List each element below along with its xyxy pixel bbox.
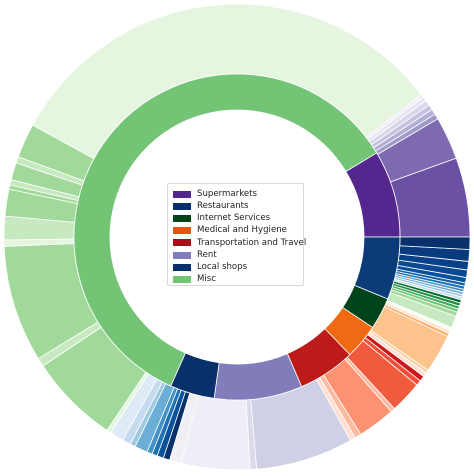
legend-label: Internet Services xyxy=(197,213,271,224)
legend-item-local-shops: Local shops xyxy=(173,261,303,273)
legend-item-restaurants: Restaurants xyxy=(173,200,303,212)
legend-label: Rent xyxy=(197,249,217,260)
inner-ring xyxy=(73,73,401,401)
outer-ring xyxy=(3,3,471,471)
legend-label: Restaurants xyxy=(197,200,249,211)
legend-swatch xyxy=(173,227,191,235)
legend-item-misc: Misc xyxy=(173,273,303,285)
legend-swatch xyxy=(173,263,191,271)
legend-label: Local shops xyxy=(197,261,248,272)
legend-item-internet-services: Internet Services xyxy=(173,212,303,224)
legend-item-medical-and-hygiene: Medical and Hygiene xyxy=(173,225,303,237)
inner-slice-misc xyxy=(73,73,378,387)
legend-label: Transportation and Travel xyxy=(197,237,307,248)
legend-label: Misc xyxy=(197,274,217,285)
legend-swatch xyxy=(173,275,191,283)
legend-label: Medical and Hygiene xyxy=(197,225,287,236)
legend-swatch xyxy=(173,251,191,259)
legend-swatch xyxy=(173,239,191,247)
legend-swatch xyxy=(173,214,191,222)
inner-slice-restaurants xyxy=(354,236,401,300)
legend-item-transportation-and-travel: Transportation and Travel xyxy=(173,237,307,249)
legend-swatch xyxy=(173,190,191,198)
legend: Supermarkets Restaurants Internet Servic… xyxy=(167,183,307,286)
legend-label: Supermarkets xyxy=(197,188,258,199)
legend-swatch xyxy=(173,202,191,210)
legend-item-supermarkets: Supermarkets xyxy=(173,188,303,200)
legend-item-rent: Rent xyxy=(173,249,303,261)
